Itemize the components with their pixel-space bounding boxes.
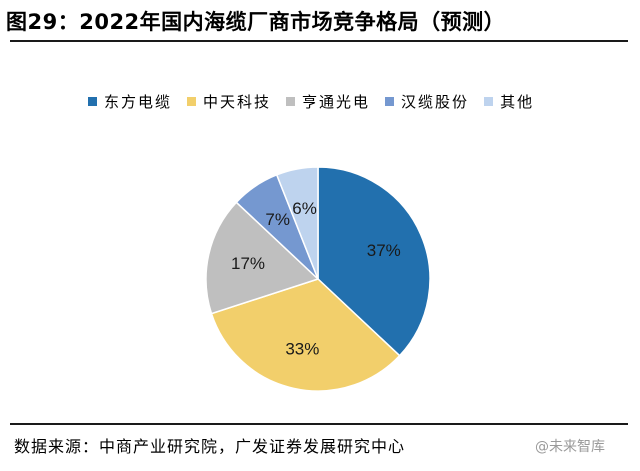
legend-label: 东方电缆 — [104, 93, 173, 111]
chart-legend: 东方电缆 中天科技 亨通光电 汉缆股份 其他 — [88, 91, 549, 112]
legend-label: 其他 — [500, 93, 535, 111]
legend-item: 中天科技 — [187, 91, 271, 112]
title-divider — [10, 40, 628, 42]
source-divider — [10, 423, 628, 425]
legend-swatch — [88, 97, 97, 106]
legend-item: 东方电缆 — [88, 91, 172, 112]
slice-data-label: 17% — [231, 254, 265, 273]
pie-slice — [275, 166, 319, 280]
pie-slice — [317, 166, 431, 357]
slice-data-label: 6% — [292, 199, 317, 218]
legend-swatch — [484, 97, 494, 106]
slice-data-label: 7% — [265, 210, 290, 229]
legend-swatch — [286, 97, 296, 106]
legend-swatch — [385, 97, 395, 106]
slice-data-label: 33% — [285, 339, 319, 358]
pie-slice — [210, 278, 401, 392]
legend-item: 汉缆股份 — [385, 91, 469, 112]
chart-title: 图29：2022年国内海缆厂商市场竞争格局（预测） — [6, 10, 506, 34]
legend-label: 亨通光电 — [302, 93, 371, 111]
source-note: 数据来源：中商产业研究院，广发证券发展研究中心 — [14, 437, 406, 456]
watermark-text: @未来智库 — [535, 439, 605, 455]
slice-data-label: 37% — [367, 241, 401, 260]
legend-item: 其他 — [484, 91, 534, 112]
pie-slice — [205, 201, 320, 315]
legend-label: 中天科技 — [203, 93, 272, 111]
legend-item: 亨通光电 — [286, 91, 370, 112]
legend-label: 汉缆股份 — [401, 93, 470, 111]
legend-swatch — [187, 97, 197, 106]
